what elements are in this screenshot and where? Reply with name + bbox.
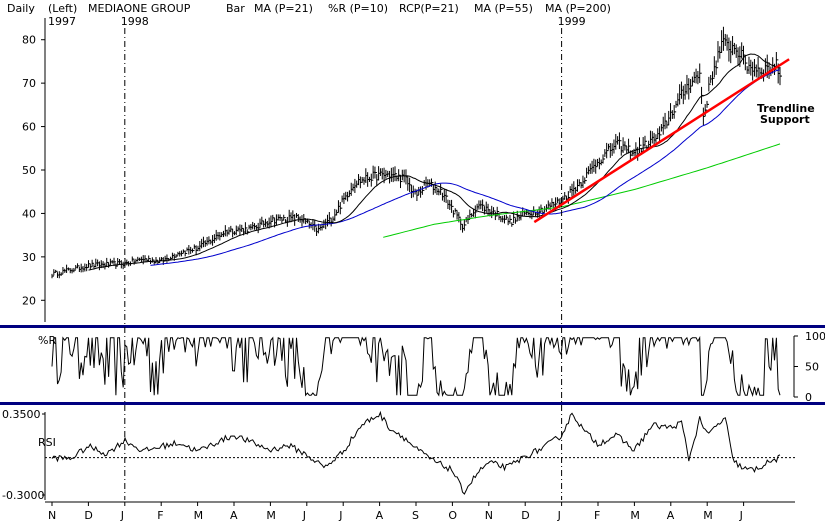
williams-r-axis: 0 50 100 <box>794 330 825 404</box>
rsi-tick-bottom: -0.3000 <box>2 489 44 502</box>
month-label: O <box>448 509 457 522</box>
year-labels: 1997 1998 1999 <box>48 15 586 28</box>
month-label: F <box>594 509 600 522</box>
legend-ma21: MA (P=21) <box>254 2 313 15</box>
price-axis: 20 30 40 50 60 70 80 <box>22 34 45 307</box>
month-label: M <box>703 509 713 522</box>
year-label: 1997 <box>48 15 76 28</box>
rsi-label: RSI <box>38 436 56 449</box>
chart-type-label: Bar <box>226 2 245 15</box>
legend-rcp: RCP(P=21) <box>399 2 459 15</box>
rsi-line <box>51 410 781 495</box>
rsi-panel: RSI 0.3500 -0.3000 <box>2 408 795 502</box>
williams-r-tick-label: 50 <box>805 361 819 374</box>
ma200-line <box>383 143 781 238</box>
chart-period-label: Daily <box>7 2 35 15</box>
price-tick-label: 20 <box>22 294 36 307</box>
scale-side-label: (Left) <box>48 2 77 15</box>
williams-r-label: %R <box>38 334 56 347</box>
legend-pctr: %R (P=10) <box>328 2 388 15</box>
chart-title: MEDIAONE GROUP <box>88 2 191 15</box>
price-tick-label: 50 <box>22 164 36 177</box>
panel-divider <box>0 402 825 405</box>
month-label: A <box>376 509 384 522</box>
price-tick-label: 80 <box>22 34 36 47</box>
williams-r-panel: %R 0 50 100 <box>38 330 825 404</box>
month-label: M <box>630 509 640 522</box>
year-markers <box>124 28 563 500</box>
year-label: 1999 <box>558 15 586 28</box>
month-label: J <box>739 509 743 522</box>
month-label: A <box>667 509 675 522</box>
month-label: J <box>557 509 561 522</box>
williams-r-tick-label: 0 <box>805 391 812 404</box>
price-panel: 20 30 40 50 60 70 80 Trendline Support <box>22 18 815 322</box>
williams-r-line <box>51 335 781 397</box>
panel-divider <box>0 325 825 328</box>
trendline-label-line-2: Support <box>760 113 810 126</box>
month-label: M <box>266 509 276 522</box>
month-label: M <box>194 509 204 522</box>
month-label: N <box>48 509 56 522</box>
ma21-line <box>88 53 781 271</box>
month-label: J <box>120 509 124 522</box>
month-label: J <box>338 509 342 522</box>
month-label: S <box>412 509 419 522</box>
month-label: N <box>485 509 493 522</box>
month-label: J <box>302 509 306 522</box>
price-tick-label: 30 <box>22 251 36 264</box>
legend-ma200: MA (P=200) <box>545 2 611 15</box>
trendline-label-line-1: Trendline <box>757 102 815 115</box>
price-tick-label: 70 <box>22 77 36 90</box>
month-label: A <box>230 509 238 522</box>
month-label: D <box>521 509 529 522</box>
trendline-support <box>533 58 790 224</box>
ma55-line <box>150 69 781 266</box>
price-tick-label: 60 <box>22 121 36 134</box>
month-label: F <box>157 509 163 522</box>
year-label: 1998 <box>121 15 149 28</box>
rsi-tick-top: 0.3500 <box>2 408 41 421</box>
legend-ma55: MA (P=55) <box>474 2 533 15</box>
williams-r-tick-label: 100 <box>805 330 825 343</box>
price-bars <box>51 26 782 279</box>
price-tick-label: 40 <box>22 207 36 220</box>
month-label: D <box>84 509 92 522</box>
